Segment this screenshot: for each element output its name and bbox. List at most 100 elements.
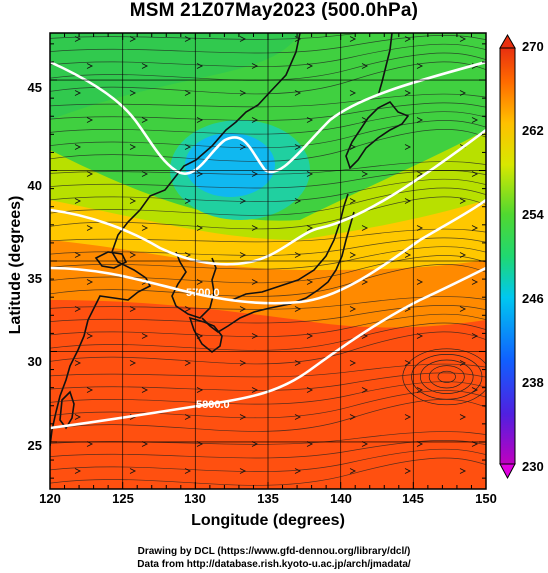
colorbar-tick-label: 238: [522, 375, 544, 390]
streamline-arrow: [184, 144, 192, 150]
streamline: [50, 390, 486, 419]
colorbar-body: [499, 47, 516, 465]
streamline: [50, 161, 486, 175]
streamline-arrow: [361, 225, 369, 231]
streamline-arrow: [361, 333, 369, 339]
streamline-arrow: [459, 306, 467, 312]
streamline-arrow: [86, 279, 94, 285]
streamline-arrow: [459, 468, 467, 474]
streamline-arrow: [294, 198, 302, 204]
x-tick-label: 120: [39, 491, 61, 506]
streamline-arrow: [239, 198, 247, 204]
streamline-arrow: [251, 225, 259, 231]
streamline-arrow: [251, 279, 259, 285]
x-tick-label: 150: [475, 491, 497, 506]
streamline: [50, 33, 363, 40]
streamline-arrow: [196, 117, 204, 123]
streamline: [50, 264, 486, 297]
streamline-arrow: [349, 144, 357, 150]
x-tick-label: 135: [257, 491, 279, 506]
streamline-arrow: [294, 468, 302, 474]
y-tick-label: 35: [27, 271, 42, 286]
streamline-arrow: [294, 360, 302, 366]
streamline-arrow: [74, 360, 82, 366]
streamline: [50, 296, 486, 310]
streamline: [50, 399, 486, 432]
streamline-arrow: [129, 306, 137, 312]
streamline-arrow: [141, 117, 149, 123]
streamline-arrow: [349, 468, 357, 474]
streamline-arrow: [294, 414, 302, 420]
streamline-arrow: [74, 306, 82, 312]
streamline-arrow: [349, 36, 357, 42]
streamline: [50, 313, 486, 337]
streamline: [50, 381, 486, 405]
y-tick-label: 30: [27, 354, 42, 369]
streamline-arrow: [74, 198, 82, 204]
streamline-arrow: [404, 144, 412, 150]
streamline-arrow: [361, 117, 369, 123]
streamline-arrow: [416, 63, 424, 69]
streamline: [50, 43, 486, 67]
axis-ticks: [49, 33, 487, 489]
coastline-taiwan: [59, 390, 75, 430]
streamline-arrow: [404, 36, 412, 42]
streamline: [50, 111, 486, 135]
contour-mid: [50, 198, 486, 305]
streamline-arrow: [294, 144, 302, 150]
streamline: [50, 178, 486, 202]
coastline-sakhalin: [377, 33, 393, 97]
streamline-arrow: [86, 117, 94, 123]
streamline: [50, 35, 486, 54]
streamline-arrow: [306, 333, 314, 339]
streamline-arrow: [349, 360, 357, 366]
streamline-arrow: [306, 387, 314, 393]
contour-north: [50, 60, 486, 175]
colorbar-max-arrow: [499, 33, 516, 49]
streamline-arrow: [349, 90, 357, 96]
streamline-arrow: [251, 387, 259, 393]
x-tick-label: 145: [402, 491, 424, 506]
streamline: [50, 305, 486, 324]
swirl-streamline: [411, 354, 483, 400]
streamline-arrow: [416, 279, 424, 285]
streamline-arrow: [141, 387, 149, 393]
streamline-arrow: [141, 333, 149, 339]
x-axis-label: Longitude (degrees): [191, 512, 345, 529]
x-tick-label: 130: [184, 491, 206, 506]
streamline: [50, 187, 486, 216]
coastline-hokkaido: [345, 100, 410, 170]
streamline-arrow: [471, 171, 479, 177]
streamline-arrow: [459, 90, 467, 96]
streamline-arrow: [349, 306, 357, 312]
y-tick-label: 45: [27, 80, 42, 95]
colorbar-tick-label: 254: [522, 207, 544, 222]
streamline: [50, 120, 486, 149]
streamline-arrow: [459, 252, 467, 258]
streamline-arrow: [141, 171, 149, 177]
streamline-arrow: [141, 225, 149, 231]
streamline-arrow: [74, 414, 82, 420]
y-tick-label: 25: [27, 438, 42, 453]
streamline-arrow: [184, 360, 192, 366]
contour-label-5800: 5800.0: [196, 399, 230, 411]
credit-drawing: Drawing by DCL (https://www.gfd-dennou.o…: [137, 546, 411, 557]
contour-label-5700: 5700.0: [186, 287, 220, 299]
streamline: [50, 61, 486, 95]
streamline-arrow: [471, 279, 479, 285]
streamline-arrow: [294, 252, 302, 258]
streamline-arrow: [294, 90, 302, 96]
streamline: [50, 246, 486, 270]
streamline-arrow: [361, 279, 369, 285]
streamline-arrow: [184, 36, 192, 42]
streamline-arrow: [416, 387, 424, 393]
streamline-arrow: [404, 414, 412, 420]
streamline-arrow: [86, 225, 94, 231]
streamline: [50, 196, 486, 230]
streamline-arrow: [404, 468, 412, 474]
streamline-arrow: [251, 171, 259, 177]
streamline-arrow: [239, 252, 247, 258]
streamline: [50, 228, 486, 243]
colorbar-tick-label: 246: [522, 291, 544, 306]
coastline-japan-honshu: [231, 193, 349, 301]
